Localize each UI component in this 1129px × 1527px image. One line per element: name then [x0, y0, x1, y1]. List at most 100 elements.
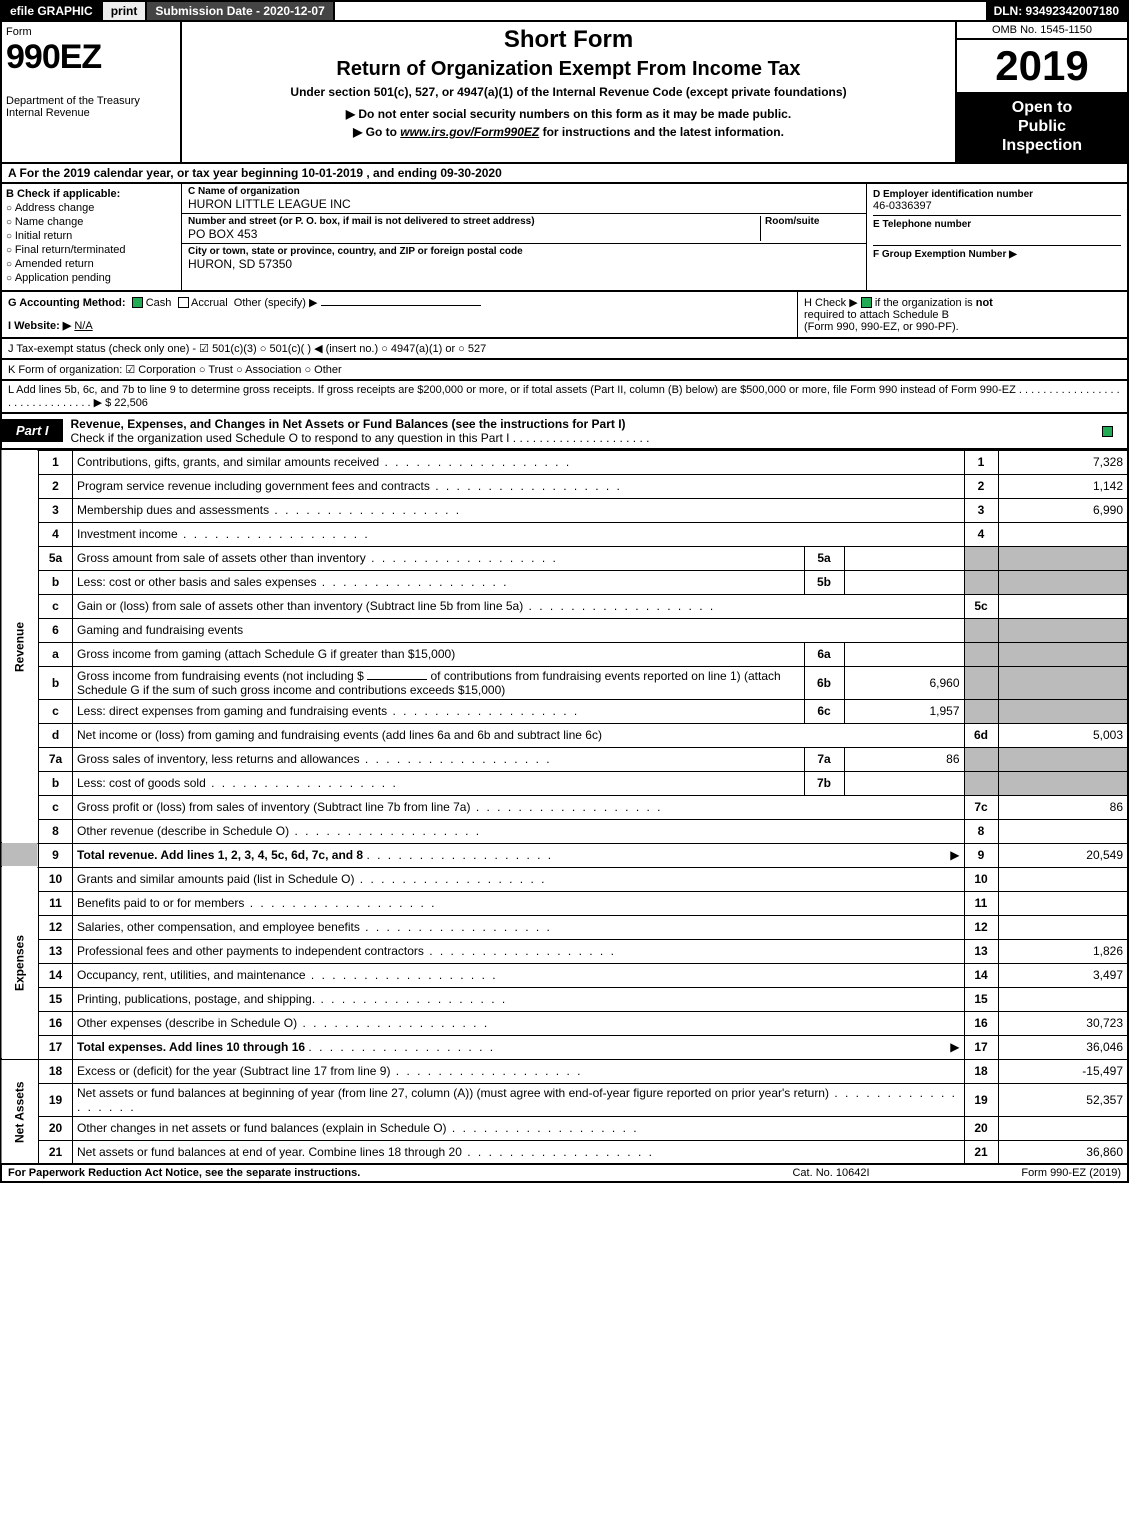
- line-12-rn: 12: [964, 915, 998, 939]
- c-room-label: Room/suite: [765, 216, 860, 227]
- line-3-desc: Membership dues and assessments: [73, 498, 965, 522]
- line-16-desc: Other expenses (describe in Schedule O): [73, 1011, 965, 1035]
- goto-link[interactable]: www.irs.gov/Form990EZ: [400, 125, 539, 139]
- line-9-rv: 20,549: [998, 843, 1128, 867]
- g-accrual: Accrual: [191, 297, 228, 309]
- line-5c-num: c: [39, 594, 73, 618]
- print-button[interactable]: print: [103, 2, 148, 20]
- internal-revenue: Internal Revenue: [6, 107, 176, 119]
- l-text: L Add lines 5b, 6c, and 7b to line 9 to …: [8, 384, 1120, 409]
- return-title: Return of Organization Exempt From Incom…: [190, 58, 947, 81]
- chk-h-icon[interactable]: [861, 297, 872, 308]
- efile-graphic-button[interactable]: efile GRAPHIC: [2, 2, 103, 20]
- part-1-title-block: Revenue, Expenses, and Changes in Net As…: [63, 414, 1087, 448]
- line-9-text: Total revenue. Add lines 1, 2, 3, 4, 5c,…: [77, 848, 363, 862]
- line-18-rn: 18: [964, 1059, 998, 1083]
- h-schedule-b: H Check ▶ if the organization is not req…: [797, 292, 1127, 337]
- d-ein-label: D Employer identification number: [873, 189, 1121, 200]
- line-6a-sn: 6a: [804, 642, 844, 666]
- line-20-desc: Other changes in net assets or fund bala…: [73, 1116, 965, 1140]
- line-5a-rn-shade: [964, 546, 998, 570]
- c-name-label: C Name of organization: [188, 186, 860, 197]
- c-city-value: HURON, SD 57350: [188, 257, 860, 271]
- part-1-checkbox[interactable]: [1087, 424, 1127, 438]
- line-6b-d1: Gross income from fundraising events (no…: [77, 669, 364, 683]
- line-5b-rv-shade: [998, 570, 1128, 594]
- ssn-warning: ▶ Do not enter social security numbers o…: [190, 107, 947, 121]
- line-5b-sn: 5b: [804, 570, 844, 594]
- line-13-num: 13: [39, 939, 73, 963]
- chk-cash-icon[interactable]: [132, 297, 143, 308]
- line-7b-sn: 7b: [804, 771, 844, 795]
- line-13-rv: 1,826: [998, 939, 1128, 963]
- line-3-rv: 6,990: [998, 498, 1128, 522]
- line-21-num: 21: [39, 1140, 73, 1164]
- chk-name-change[interactable]: Name change: [6, 216, 177, 228]
- line-5c-rv: [998, 594, 1128, 618]
- page-footer: For Paperwork Reduction Act Notice, see …: [0, 1165, 1129, 1183]
- part-1-subtitle: Check if the organization used Schedule …: [71, 431, 650, 445]
- h-check-label: H Check ▶: [804, 297, 858, 309]
- line-5a-num: 5a: [39, 546, 73, 570]
- line-6b-sv: 6,960: [844, 666, 964, 699]
- h-txt4: (Form 990, 990-EZ, or 990-PF).: [804, 321, 959, 333]
- chk-final-return[interactable]: Final return/terminated: [6, 244, 177, 256]
- line-6c-desc: Less: direct expenses from gaming and fu…: [73, 699, 805, 723]
- chk-application-pending[interactable]: Application pending: [6, 272, 177, 284]
- line-6a-sv: [844, 642, 964, 666]
- line-6c-num: c: [39, 699, 73, 723]
- goto-pre: ▶ Go to: [353, 125, 400, 139]
- l-gross-receipts: L Add lines 5b, 6c, and 7b to line 9 to …: [0, 381, 1129, 414]
- line-3-num: 3: [39, 498, 73, 522]
- line-6d-num: d: [39, 723, 73, 747]
- line-6d-desc: Net income or (loss) from gaming and fun…: [73, 723, 965, 747]
- l-value: 22,506: [114, 397, 148, 409]
- line-17-num: 17: [39, 1035, 73, 1059]
- chk-initial-return[interactable]: Initial return: [6, 230, 177, 242]
- line-6d-rv: 5,003: [998, 723, 1128, 747]
- line-3-rn: 3: [964, 498, 998, 522]
- i-website: I Website: ▶ N/A: [8, 319, 791, 332]
- line-9-dots: [366, 848, 553, 862]
- under-section: Under section 501(c), 527, or 4947(a)(1)…: [190, 85, 947, 99]
- open-to-public-inspection: Open to Public Inspection: [957, 92, 1127, 162]
- line-21-rn: 21: [964, 1140, 998, 1164]
- chk-amended-return[interactable]: Amended return: [6, 258, 177, 270]
- line-1-num: 1: [39, 450, 73, 474]
- spacer-9: [1, 843, 39, 867]
- line-2-num: 2: [39, 474, 73, 498]
- line-17-text: Total expenses. Add lines 10 through 16: [77, 1040, 305, 1054]
- g-other: Other (specify) ▶: [234, 297, 318, 309]
- g-label: G Accounting Method:: [8, 297, 126, 309]
- h-not: not: [976, 297, 993, 309]
- line-9-rn: 9: [964, 843, 998, 867]
- j-tax-exempt-status: J Tax-exempt status (check only one) - ☑…: [0, 339, 1129, 360]
- section-b-checkboxes: B Check if applicable: Address change Na…: [2, 184, 182, 290]
- chk-accrual-icon[interactable]: [178, 297, 189, 308]
- part-1-table: Revenue 1 Contributions, gifts, grants, …: [0, 450, 1129, 1166]
- section-def: D Employer identification number 46-0336…: [867, 184, 1127, 290]
- goto-post: for instructions and the latest informat…: [543, 125, 784, 139]
- arrow-right-icon-2: ▶: [950, 1040, 959, 1054]
- line-12-rv: [998, 915, 1128, 939]
- line-11-desc: Benefits paid to or for members: [73, 891, 965, 915]
- g-other-input[interactable]: [321, 305, 481, 306]
- line-7c-rv: 86: [998, 795, 1128, 819]
- line-20-num: 20: [39, 1116, 73, 1140]
- line-5b-sv: [844, 570, 964, 594]
- line-5a-sn: 5a: [804, 546, 844, 570]
- line-6-desc: Gaming and fundraising events: [73, 618, 965, 642]
- chk-address-change[interactable]: Address change: [6, 202, 177, 214]
- line-6b-sn: 6b: [804, 666, 844, 699]
- f-group-exemption-label: F Group Exemption Number ▶: [873, 249, 1121, 260]
- line-6a-rv-shade: [998, 642, 1128, 666]
- line-7b-desc: Less: cost of goods sold: [73, 771, 805, 795]
- short-form-title: Short Form: [190, 26, 947, 54]
- line-9-num: 9: [39, 843, 73, 867]
- revenue-vertical-label: Revenue: [1, 450, 39, 843]
- line-8-rv: [998, 819, 1128, 843]
- part-1-tab: Part I: [2, 419, 63, 442]
- line-7a-sv: 86: [844, 747, 964, 771]
- line-a-tax-year: A For the 2019 calendar year, or tax yea…: [0, 164, 1129, 184]
- line-6b-blank[interactable]: [367, 679, 427, 680]
